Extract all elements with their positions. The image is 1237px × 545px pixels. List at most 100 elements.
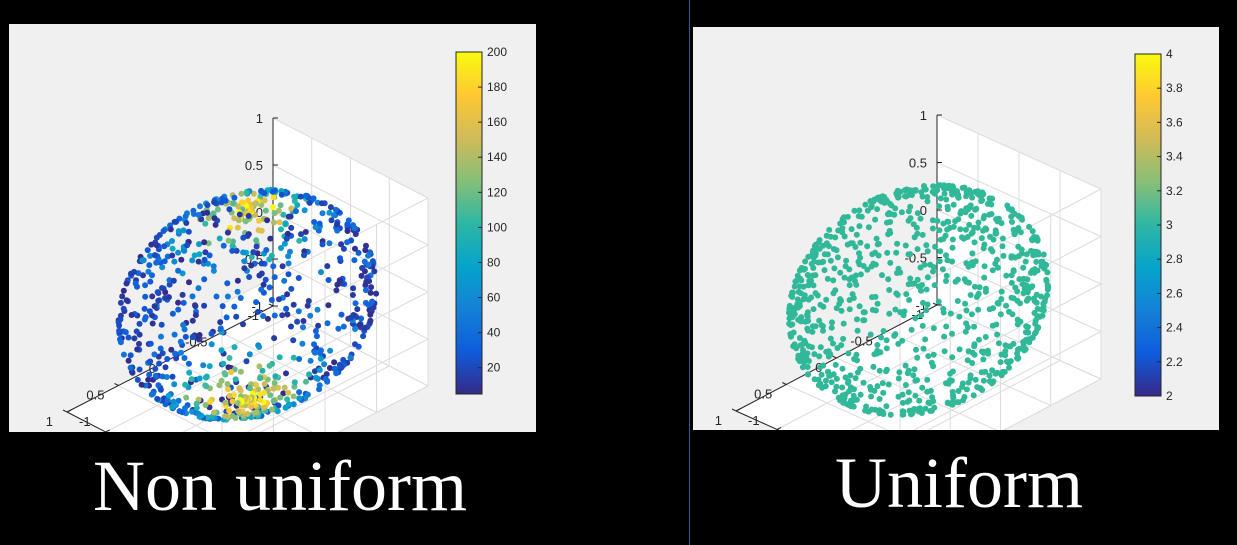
data-point	[256, 363, 263, 370]
data-point	[267, 392, 274, 399]
colorbar-tick-label: 120	[487, 185, 507, 199]
data-point	[1031, 298, 1038, 305]
data-point	[837, 269, 844, 276]
data-point	[885, 381, 892, 388]
data-point	[893, 290, 900, 297]
data-point	[290, 354, 297, 361]
data-point	[312, 328, 319, 334]
data-point	[191, 252, 198, 259]
data-point	[349, 292, 356, 298]
data-point	[305, 298, 312, 304]
data-point	[358, 315, 365, 322]
data-point	[821, 251, 828, 258]
data-point	[986, 211, 993, 218]
data-point	[276, 354, 283, 361]
data-point	[956, 346, 963, 353]
data-point	[180, 322, 187, 328]
data-point	[805, 296, 812, 303]
data-point	[857, 391, 864, 398]
data-point	[149, 272, 155, 279]
z-tick-label: 0.5	[245, 158, 263, 173]
data-point	[864, 207, 871, 214]
z-tick-label: 1	[920, 108, 927, 123]
data-point	[318, 269, 324, 276]
data-point	[225, 386, 231, 393]
data-point	[886, 287, 893, 293]
data-point	[132, 280, 139, 287]
data-point	[804, 364, 811, 370]
data-point	[336, 277, 343, 284]
data-point	[229, 247, 236, 254]
data-point	[1038, 263, 1045, 269]
data-point	[224, 280, 231, 287]
data-point	[361, 258, 368, 265]
data-point	[268, 406, 275, 413]
data-point	[943, 272, 950, 279]
figure-uniform: -1-0.500.51-1-0.500.51-1-0.500.5122.22.4…	[693, 27, 1219, 430]
data-point	[863, 403, 870, 410]
data-point	[234, 277, 241, 284]
data-point	[147, 340, 154, 347]
data-point	[272, 373, 279, 380]
data-point	[367, 317, 374, 324]
scatter-points	[115, 186, 380, 423]
data-point	[816, 353, 823, 360]
data-point	[830, 371, 837, 378]
x-tick-label: 1	[46, 414, 53, 429]
data-point	[155, 297, 162, 304]
data-point	[159, 264, 166, 271]
data-point	[260, 281, 267, 288]
colorbar-tick-label: 2.4	[1166, 321, 1183, 335]
data-point	[116, 322, 123, 329]
data-point	[949, 258, 956, 265]
data-point	[313, 333, 320, 340]
data-point	[317, 350, 324, 357]
data-point	[288, 224, 295, 231]
data-point	[924, 274, 931, 281]
data-point	[179, 270, 186, 277]
data-point	[159, 373, 166, 380]
data-point	[306, 199, 313, 206]
data-point	[940, 305, 947, 312]
data-point	[202, 220, 209, 227]
data-point	[304, 391, 311, 398]
data-point	[193, 400, 200, 407]
data-point	[975, 292, 982, 298]
colorbar-tick-label: 20	[487, 361, 501, 375]
data-point	[327, 347, 334, 354]
data-point	[204, 202, 211, 209]
data-point	[989, 267, 996, 274]
colorbar-tick-label: 160	[487, 115, 507, 129]
data-point	[968, 212, 975, 219]
data-point	[927, 261, 934, 268]
data-point	[146, 371, 153, 378]
data-point	[888, 202, 895, 209]
data-point	[1009, 219, 1015, 225]
data-point	[963, 193, 970, 200]
z-tick-label: -1	[915, 298, 927, 313]
data-point	[964, 357, 971, 364]
data-point	[920, 345, 927, 352]
data-point	[354, 306, 361, 313]
data-point	[225, 364, 232, 371]
data-point	[340, 323, 347, 330]
data-point	[160, 228, 167, 234]
data-point	[188, 376, 195, 383]
data-point	[935, 298, 942, 305]
data-point	[231, 303, 238, 310]
data-point	[291, 383, 298, 390]
data-point	[912, 187, 919, 194]
data-point	[1034, 305, 1041, 312]
data-point	[818, 259, 825, 266]
data-point	[910, 372, 917, 379]
data-point	[905, 389, 912, 396]
data-point	[930, 183, 937, 190]
data-point	[301, 207, 308, 214]
data-point	[236, 385, 243, 392]
grid-line	[221, 244, 429, 352]
data-point	[211, 409, 218, 416]
data-point	[311, 219, 318, 225]
data-point	[880, 328, 887, 334]
data-point	[284, 291, 291, 298]
data-point	[202, 382, 209, 389]
